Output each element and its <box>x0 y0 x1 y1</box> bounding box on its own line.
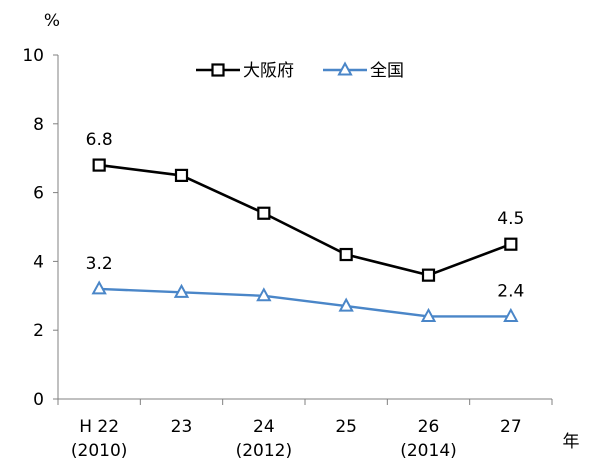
data-point-square <box>257 206 271 220</box>
y-axis-ticks: 0 2 4 6 8 10 <box>22 46 58 410</box>
x-tick-sublabel: (2014) <box>400 441 457 461</box>
y-tick-label: 0 <box>33 390 44 410</box>
x-axis-unit-label: 年 <box>563 432 580 452</box>
axes <box>57 55 552 400</box>
y-tick-label: 2 <box>33 321 44 341</box>
y-tick-label: 4 <box>33 252 44 272</box>
data-label: 6.8 <box>86 130 113 150</box>
y-tick-label: 6 <box>33 184 44 204</box>
data-point-square <box>504 237 518 251</box>
series-line <box>99 287 511 318</box>
data-point-triangle <box>256 287 272 302</box>
data-point-triangle <box>91 280 107 295</box>
data-point-triangle <box>337 61 353 76</box>
x-tick-label: 26 <box>418 417 440 437</box>
x-tick-label: 25 <box>335 417 357 437</box>
series-group <box>91 158 519 322</box>
y-axis-unit-label: % <box>44 11 60 31</box>
x-tick-label: 23 <box>171 417 193 437</box>
legend-label: 全国 <box>370 61 404 81</box>
series-1 <box>92 158 518 282</box>
legend-label: 大阪府 <box>243 61 294 81</box>
x-axis-ticks: H 22 (2010) 23 24 (2012) 25 26 (2014) 27 <box>57 399 553 461</box>
x-tick-label: 27 <box>500 417 522 437</box>
data-point-square <box>421 268 436 282</box>
data-point-triangle <box>503 307 519 322</box>
data-point-square <box>174 168 189 182</box>
data-point-square <box>211 63 225 77</box>
y-tick-label: 8 <box>33 115 44 135</box>
data-point-square <box>92 158 106 172</box>
data-point-square <box>339 247 353 262</box>
data-point-triangle <box>173 283 190 298</box>
x-tick-label: H 22 <box>79 417 119 437</box>
data-point-triangle <box>420 307 437 322</box>
x-tick-label: 24 <box>253 417 275 437</box>
series-line <box>99 163 512 277</box>
y-tick-label: 10 <box>22 46 44 66</box>
data-label: 2.4 <box>497 281 524 301</box>
series-2 <box>91 280 519 322</box>
data-label: 4.5 <box>497 209 524 229</box>
x-tick-sublabel: (2010) <box>71 441 128 461</box>
data-point-triangle <box>338 297 354 312</box>
legend: 大阪府 全国 <box>196 61 404 81</box>
data-labels: 6.8 4.5 3.2 2.4 <box>86 130 525 301</box>
data-label: 3.2 <box>86 254 113 274</box>
x-tick-sublabel: (2012) <box>236 441 293 461</box>
